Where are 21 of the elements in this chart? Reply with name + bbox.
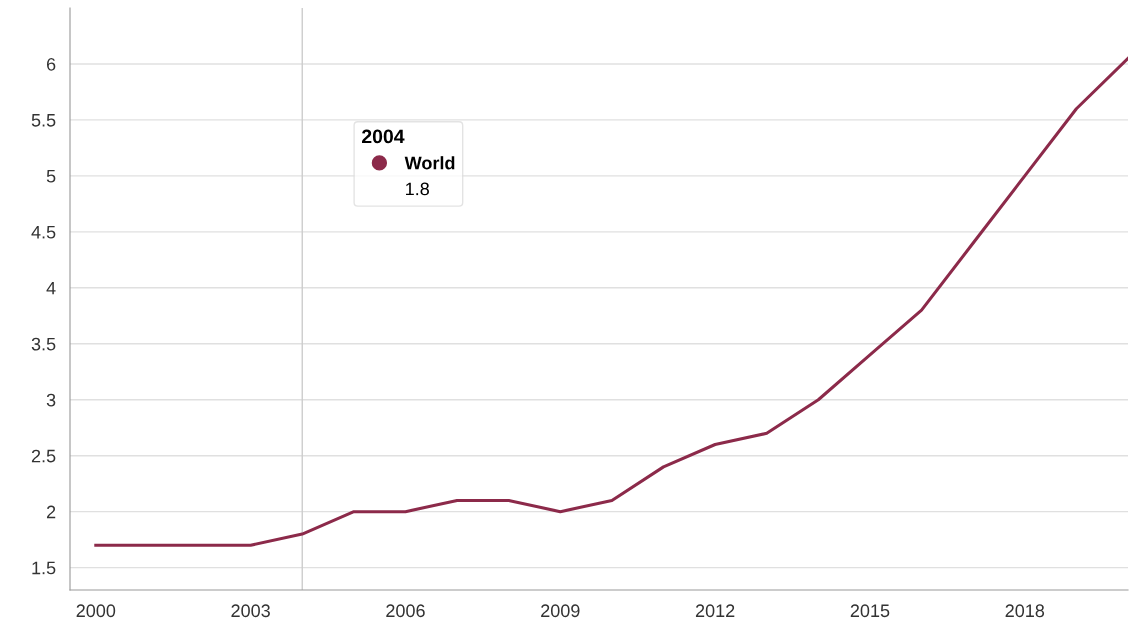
y-tick-label: 1.5 (32, 561, 56, 575)
annotation: 1.8 (406, 182, 429, 196)
line-series (94, 56, 1128, 547)
x-tick-label: 2000 (76, 604, 116, 618)
x-tick-label: 2018 (1005, 604, 1045, 618)
y-tick-label: 4 (46, 281, 56, 295)
x-tick-label: 2015 (850, 604, 890, 618)
y-tick-label: 2.5 (31, 449, 56, 463)
x-tick-label: 2006 (386, 604, 425, 618)
y-tick-label: 5 (46, 170, 56, 183)
legend-label: World (404, 156, 455, 170)
x-tick-label: 2009 (541, 604, 580, 618)
y-tick-label: 3.5 (31, 337, 56, 351)
x-tick-label: 2003 (231, 604, 270, 618)
y-tick-label: 2 (46, 505, 56, 519)
y-tick-label: 6 (46, 57, 56, 71)
legend-title: 2004 (362, 129, 405, 144)
y-tick-label: 5.5 (31, 114, 56, 127)
x-tick-label: 2012 (695, 604, 735, 618)
y-tick-label: 4.5 (31, 225, 56, 239)
y-tick-label: 3 (46, 393, 56, 407)
